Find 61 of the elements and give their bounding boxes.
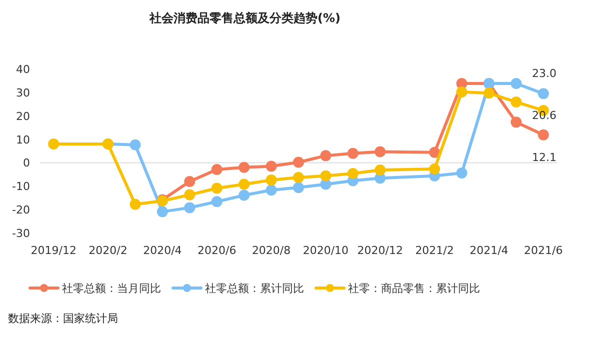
chart-title: 社会消费品零售总额及分类趋势(%) <box>148 11 340 25</box>
point <box>429 146 440 158</box>
point <box>130 139 141 150</box>
annotation: 23.0 <box>532 67 556 80</box>
point <box>266 174 277 186</box>
point <box>293 156 304 168</box>
point <box>456 86 468 98</box>
point <box>238 162 250 173</box>
annotation: 20.6 <box>532 109 556 122</box>
y-tick-label: 20 <box>16 110 30 123</box>
x-tick-label: 2021/6 <box>524 244 563 257</box>
y-tick-label: -20 <box>12 204 30 217</box>
x-tick-label: 2020/2 <box>88 244 128 257</box>
point <box>211 182 222 194</box>
point <box>184 176 196 187</box>
source-note: 数据来源：国家统计局 <box>8 312 118 325</box>
point <box>538 129 549 140</box>
point <box>510 78 522 90</box>
point <box>429 164 440 175</box>
point <box>347 148 358 159</box>
point <box>293 182 304 194</box>
point <box>184 202 196 214</box>
legend-label: 社零总额：当月同比 <box>62 282 161 295</box>
y-tick-label: -30 <box>12 227 30 240</box>
x-tick-label: 2020/6 <box>198 244 236 257</box>
point <box>510 96 522 108</box>
y-tick-label: 0 <box>23 156 30 170</box>
point <box>374 164 386 176</box>
point <box>48 138 60 150</box>
point <box>211 164 222 176</box>
x-tick-label: 2021/4 <box>470 244 508 257</box>
point <box>320 150 332 162</box>
y-tick-label: 40 <box>16 63 30 76</box>
legend-label: 社零总额：累计同比 <box>205 282 304 295</box>
point <box>320 170 332 182</box>
y-tick-label: 10 <box>16 133 30 146</box>
point <box>130 198 141 210</box>
point <box>293 172 304 183</box>
point <box>510 116 522 128</box>
point <box>347 168 358 179</box>
x-tick-label: 2020/4 <box>143 244 182 257</box>
point <box>266 160 277 172</box>
point <box>238 178 250 190</box>
x-tick-label: 2020/8 <box>252 244 291 257</box>
x-tick-label: 2020/10 <box>302 244 349 257</box>
point <box>483 88 494 99</box>
point <box>211 196 222 208</box>
x-tick-label: 2021/2 <box>415 244 454 257</box>
legend-label: 社零：商品零售：累计同比 <box>348 282 480 295</box>
x-tick-label: 2019/12 <box>30 244 76 257</box>
x-tick-label: 2020/12 <box>357 244 403 257</box>
y-tick-label: -10 <box>12 180 30 194</box>
annotation: 12.1 <box>532 151 556 164</box>
point <box>266 184 277 196</box>
point <box>456 168 468 179</box>
point <box>156 206 168 218</box>
point <box>184 189 196 200</box>
point <box>238 190 250 201</box>
y-tick-label: 30 <box>16 86 30 100</box>
point <box>538 88 549 100</box>
point <box>374 146 386 158</box>
